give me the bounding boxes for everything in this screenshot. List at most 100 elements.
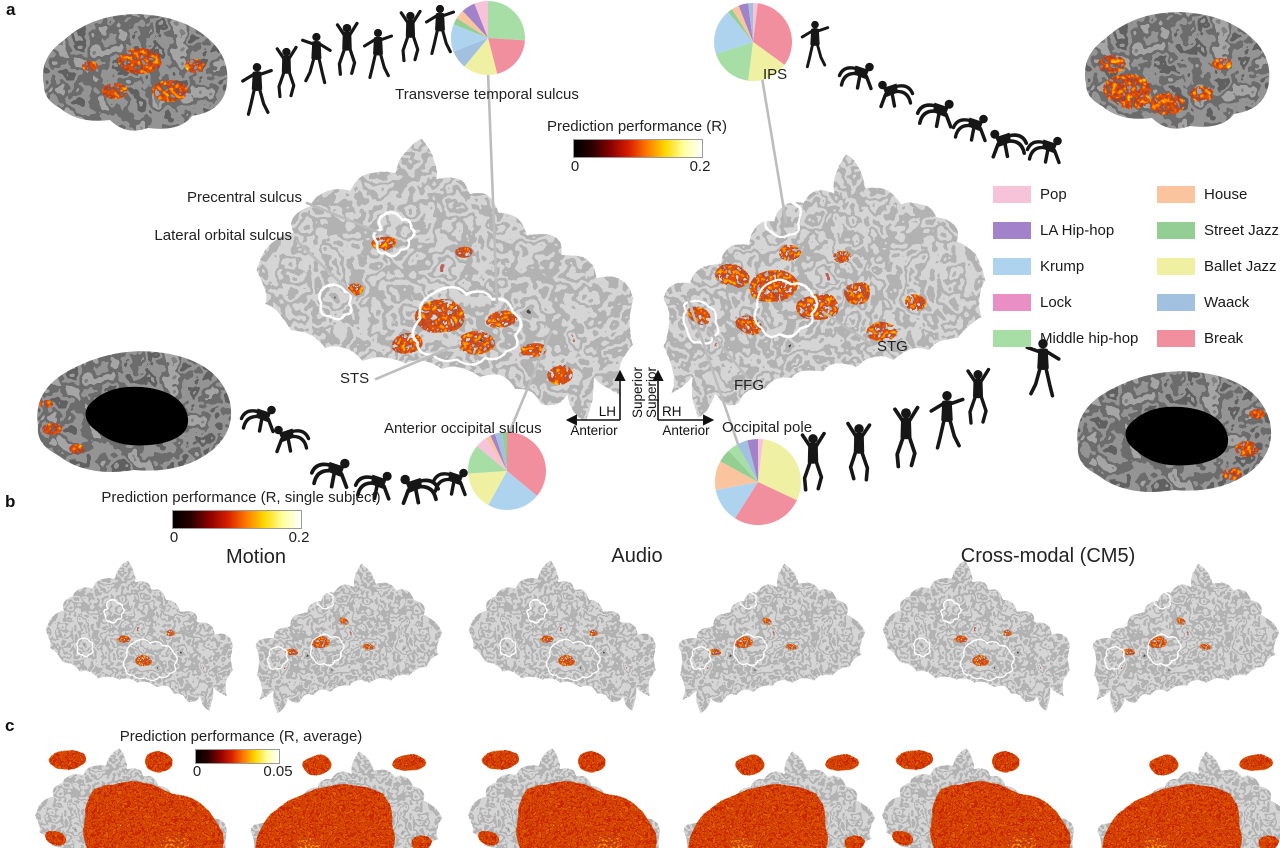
- dancer-icon: [275, 45, 298, 99]
- genre-legend: Pop LA Hip-hop Krump Lock Middle hip-hop Hous…: [993, 176, 1280, 356]
- dancer-icon: [966, 367, 991, 425]
- pie-slice: [453, 18, 488, 38]
- flatmap-c-crossmodal: [882, 748, 1280, 848]
- inflated-brain-medial-right: [1077, 371, 1272, 492]
- dancer-icon: [915, 97, 956, 129]
- dancer-icon: [893, 405, 920, 469]
- pie-anterior-occipital-sulcus: [468, 432, 547, 511]
- pie-slice: [758, 439, 802, 501]
- axis-lh-label: LH: [599, 404, 616, 419]
- pie-slice: [737, 440, 758, 482]
- dancer-icon: [800, 431, 826, 492]
- label-sts: STS: [340, 370, 370, 387]
- legend-item: LA Hip-hop: [993, 221, 1157, 239]
- pie-slice: [747, 439, 758, 482]
- legend-swatch: [993, 221, 1031, 239]
- label-anterior-occipital-sulcus: Anterior occipital sulcus: [384, 420, 542, 437]
- axis-indicator: LH Superior Anterior RH Superior Anterio…: [565, 366, 715, 438]
- legend-item: Lock: [993, 293, 1157, 311]
- pie-slice: [462, 3, 488, 39]
- pie-slice: [720, 450, 758, 482]
- pie-slice: [486, 435, 507, 471]
- legend-item: House: [1157, 185, 1280, 203]
- pie-slice: [714, 461, 758, 491]
- legend-swatch: [993, 185, 1031, 203]
- pie-chart-layer: [451, 0, 802, 526]
- map-title-motion: Motion: [225, 546, 287, 568]
- legend-swatch: [1157, 185, 1195, 203]
- colorbar-c-max: 0.05: [263, 763, 293, 780]
- flatmap-b-crossmodal: [883, 560, 1279, 713]
- pie-slice: [715, 42, 753, 81]
- pie-slice: [753, 3, 792, 65]
- panel-c-letter: c: [5, 716, 15, 735]
- legend-label: House: [1204, 185, 1248, 203]
- legend-swatch: [1157, 329, 1195, 347]
- pie-slice: [468, 446, 507, 474]
- colorbar-c: [195, 749, 280, 764]
- legend-item: Pop: [993, 185, 1157, 203]
- pie-slice: [494, 432, 507, 471]
- pie-slice: [714, 11, 753, 55]
- pie-slice: [734, 482, 797, 526]
- label-lateral-orbital-sulcus: Lateral orbital sulcus: [154, 227, 292, 244]
- pie-ips: [714, 3, 792, 81]
- colorbar-a: [573, 139, 703, 158]
- pie-slice: [476, 438, 507, 471]
- flatmap-a-left-hemisphere: [256, 137, 631, 421]
- legend-label: Waack: [1204, 293, 1250, 311]
- axis-superior-label-rh: Superior: [644, 366, 659, 418]
- colorbar-b: [172, 510, 302, 529]
- dance-sequence-top-right: [800, 19, 1064, 165]
- colorbar-c-min: 0: [192, 763, 202, 780]
- colorbar-b-min: 0: [169, 529, 179, 546]
- dancer-icon: [837, 61, 876, 91]
- dancer-icon: [846, 421, 872, 482]
- label-precentral-sulcus: Precentral sulcus: [186, 189, 302, 206]
- flatmap-b-audio: [469, 560, 865, 713]
- pie-slice: [468, 471, 507, 506]
- pie-slice: [748, 42, 785, 81]
- map-title-crossmodal: Cross-modal (CM5): [960, 545, 1136, 567]
- flatmap-b-motion: [46, 560, 442, 713]
- label-stg: STG: [877, 338, 908, 355]
- label-transverse-temporal-sulcus: Transverse temporal sulcus: [395, 86, 579, 103]
- dancer-icon: [988, 127, 1029, 159]
- pie-slice: [728, 444, 758, 482]
- panel-b-letter: b: [5, 492, 16, 511]
- legend-item: Ballet Jazz: [1157, 257, 1280, 275]
- dancer-icon: [272, 424, 311, 454]
- dancer-icon: [241, 61, 273, 116]
- dancer-icon: [876, 78, 915, 109]
- legend-label: Krump: [1040, 257, 1085, 275]
- legend-label: Street Jazz: [1204, 221, 1280, 239]
- colorbar-a-max: 0.2: [689, 158, 711, 175]
- pie-slice: [490, 433, 507, 471]
- legend-label: Ballet Jazz: [1204, 257, 1277, 275]
- leader-lines: [295, 70, 873, 452]
- dancer-icon: [399, 9, 422, 63]
- pie-slice: [474, 1, 488, 38]
- label-ffg: FFG: [734, 377, 764, 394]
- dancer-icon: [309, 456, 352, 490]
- legend-label: Break: [1204, 329, 1244, 347]
- colorbar-a-title: Prediction performance (R): [546, 118, 728, 135]
- legend-label: LA Hip-hop: [1040, 221, 1115, 239]
- pie-slice: [732, 5, 753, 43]
- legend-label: Pop: [1040, 185, 1067, 203]
- panel-a-letter: a: [6, 0, 16, 19]
- axis-rh-label: RH: [662, 404, 682, 419]
- flatmap-c-audio: [468, 748, 875, 848]
- label-ips: IPS: [763, 66, 788, 83]
- dancer-icon: [800, 19, 830, 69]
- dancer-icon: [1025, 134, 1064, 165]
- legend-item: Street Jazz: [1157, 221, 1280, 239]
- pie-slice: [758, 439, 764, 482]
- pie-slice: [748, 3, 753, 42]
- dancer-icon: [424, 3, 456, 56]
- dancer-icon: [362, 27, 394, 80]
- legend-label: Lock: [1040, 293, 1072, 311]
- legend-swatch: [993, 329, 1031, 347]
